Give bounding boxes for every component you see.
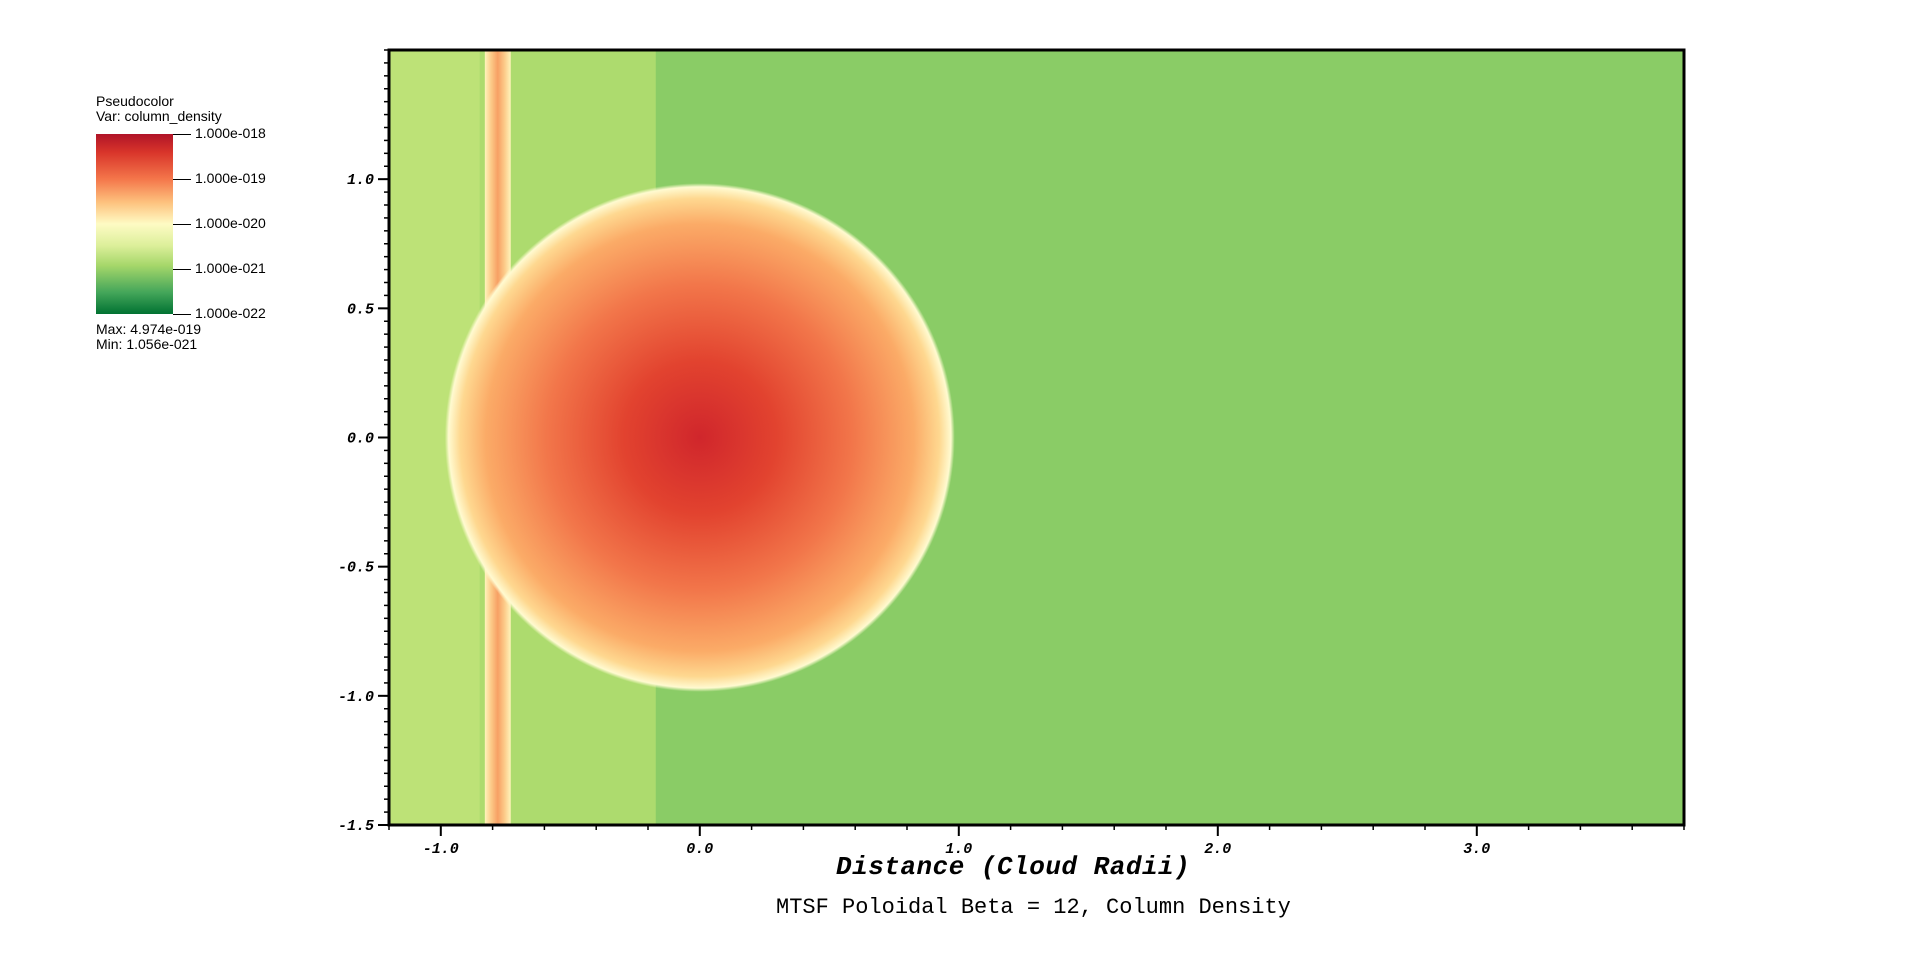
plot-title: MTSF Poloidal Beta = 12, Column Density [776,895,1291,920]
colorbar-tick-label: 1.000e-022 [195,305,266,321]
heatmap [389,50,1684,825]
axes: -1.0 0.0 1.0 2.0 3.0 1.0 0.5 0.0 -0.5 -1.0 -1.5 [338,48,1686,858]
colorbar-tick-label: 1.000e-020 [195,215,266,231]
y-tick-label: -1.0 [338,689,374,706]
x-tick-label: 2.0 [1204,841,1231,858]
y-tick-label: 0.5 [347,301,374,318]
y-tick-label: 0.0 [347,431,374,448]
x-tick-label: 0.0 [686,841,713,858]
x-tick-label: 3.0 [1463,841,1490,858]
legend-variable: Var: column_density [96,108,222,124]
cloud [444,183,955,692]
legend-min: Min: 1.056e-021 [96,336,198,352]
colorbar [96,134,173,314]
y-tick-label: -0.5 [338,560,374,577]
colorbar-tick-label: 1.000e-021 [195,260,266,276]
y-tick-label: -1.5 [338,818,374,835]
legend-max: Max: 4.974e-019 [96,321,202,337]
legend-plot-type: Pseudocolor [96,93,174,109]
x-tick-label: -1.0 [423,841,459,858]
colorbar-tick-label: 1.000e-019 [195,170,266,186]
x-tick-label: 1.0 [945,841,972,858]
x-axis-title: Distance (Cloud Radii) [836,852,1191,882]
legend: Pseudocolor Var: column_density 1.000e-0… [96,93,296,352]
legend-stats: Max: 4.974e-019 Min: 1.056e-021 [96,322,201,352]
colorbar-tick-label: 1.000e-018 [195,125,266,141]
y-tick-label: 1.0 [347,172,374,189]
colorbar-ticks: 1.000e-018 1.000e-019 1.000e-020 1.000e-… [173,125,296,321]
